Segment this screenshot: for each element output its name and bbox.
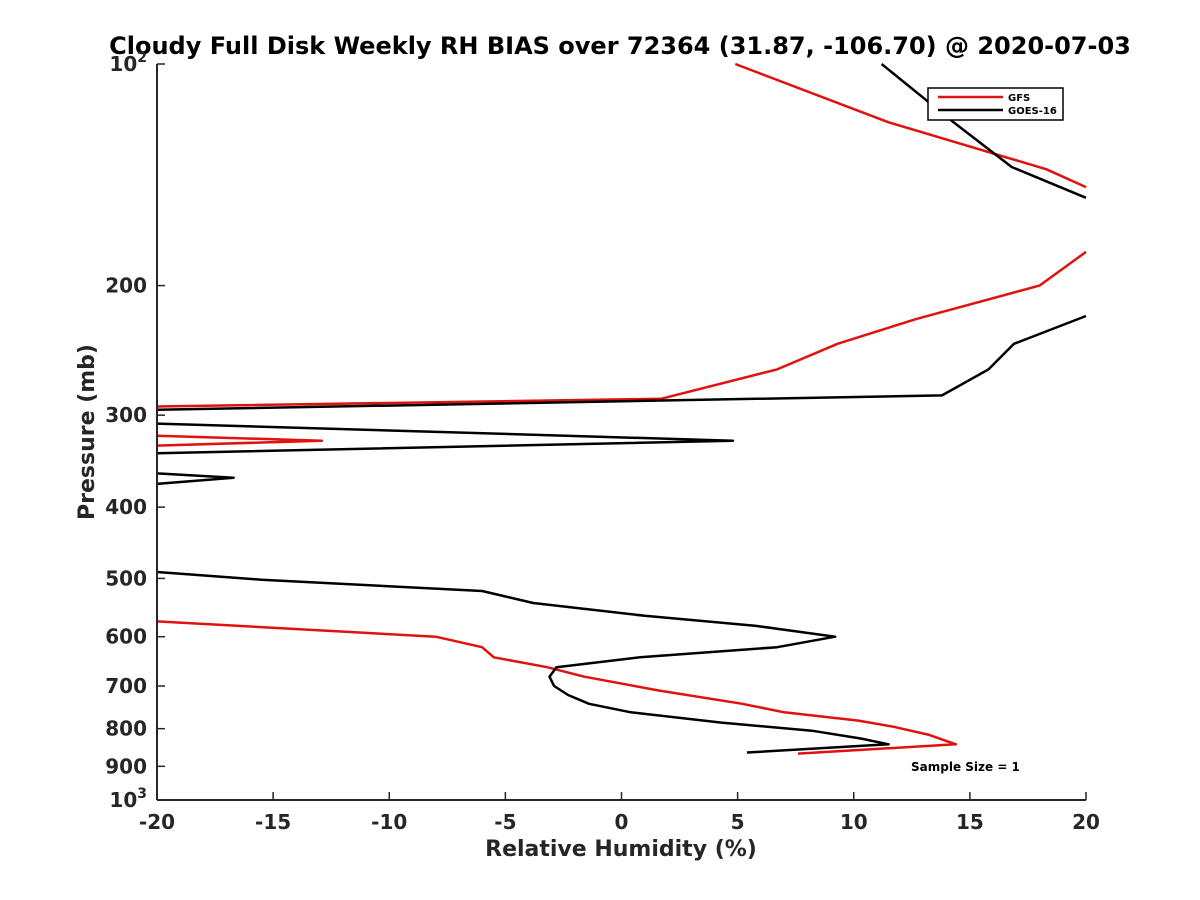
y-axis-label: Pressure (mb) — [75, 344, 100, 520]
legend-label-gfs: GFS — [1008, 93, 1030, 104]
series-gfs-segment-3 — [156, 620, 958, 755]
x-tick-label: -5 — [494, 810, 516, 834]
y-tick-label: 500 — [105, 566, 147, 590]
x-tick-label: 20 — [1072, 810, 1100, 834]
x-axis-label: Relative Humidity (%) — [485, 837, 757, 862]
series-goes16-segment-4 — [156, 570, 890, 754]
x-tick-label: 0 — [615, 810, 629, 834]
series-goes16-segment-3 — [156, 472, 235, 486]
x-tick-label: 10 — [840, 810, 868, 834]
chart-title: Cloudy Full Disk Weekly RH BIAS over 723… — [109, 32, 1131, 60]
sample-size-annotation: Sample Size = 1 — [911, 760, 1020, 774]
y-tick-label: 103 — [109, 786, 147, 812]
x-tick-label: -10 — [371, 810, 407, 834]
series-layer — [156, 62, 1087, 755]
series-gfs-segment-0 — [734, 62, 1087, 189]
y-tick-label: 200 — [105, 274, 147, 298]
x-tick-label: 15 — [956, 810, 984, 834]
y-tick-label: 600 — [105, 625, 147, 649]
series-goes16-segment-2 — [156, 422, 735, 455]
y-tick-label: 102 — [109, 50, 147, 76]
y-tick-label: 300 — [105, 403, 147, 427]
series-goes16-segment-0 — [880, 63, 1087, 199]
series-gfs-segment-1 — [156, 250, 1087, 408]
y-tick-label: 700 — [105, 674, 147, 698]
y-tick-label: 400 — [105, 495, 147, 519]
ticks-layer: -20 -15 -10 -5 0 5 10 15 20 102 200 300 400 500 600 700… — [105, 50, 1100, 834]
legend: GFS GOES-16 — [927, 87, 1064, 121]
x-tick-label: -15 — [255, 810, 291, 834]
x-tick-label: -20 — [139, 810, 175, 834]
legend-label-goes16: GOES-16 — [1008, 106, 1057, 117]
series-gfs-segment-2 — [156, 434, 324, 447]
y-tick-label: 900 — [105, 754, 147, 778]
series-goes16-segment-1 — [156, 314, 1087, 412]
axes-layer — [156, 64, 1086, 801]
x-tick-label: 5 — [731, 810, 745, 834]
legend-box — [927, 87, 1064, 121]
y-tick-label: 800 — [105, 717, 147, 741]
